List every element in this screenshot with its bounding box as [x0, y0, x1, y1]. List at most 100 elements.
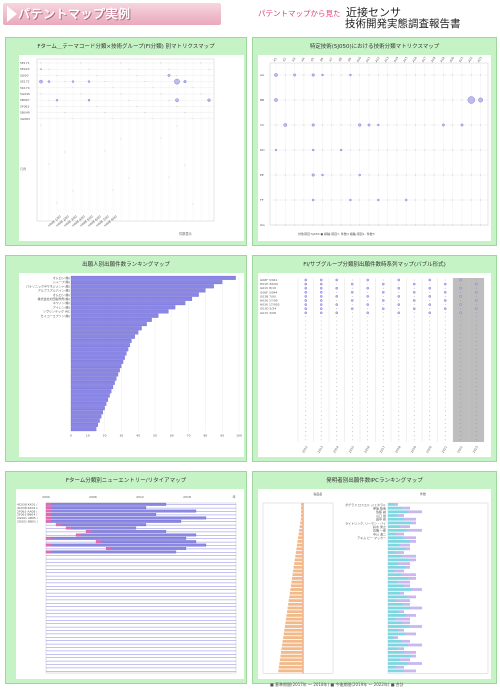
dot [112, 118, 114, 120]
dot [320, 357, 322, 359]
entry-mark [96, 540, 101, 543]
dot [284, 99, 286, 101]
dot [351, 316, 353, 318]
dot [72, 118, 74, 120]
dot [340, 99, 342, 101]
bar [388, 647, 397, 651]
dot [470, 124, 472, 126]
dot [475, 414, 477, 416]
bar-label: シャープ(株) [53, 279, 70, 284]
dot [320, 365, 322, 367]
dot [340, 124, 342, 126]
dot [413, 320, 415, 322]
dot [382, 382, 384, 383]
dot [320, 410, 322, 412]
dot [104, 150, 106, 152]
dot [413, 353, 415, 355]
bubble [443, 307, 447, 310]
dot [305, 410, 307, 412]
dot [405, 149, 407, 151]
year-label: 2018 [394, 445, 401, 454]
bar [291, 580, 303, 584]
entry-mark [46, 506, 51, 509]
dot [320, 378, 322, 379]
entry-mark [46, 550, 51, 554]
entry-mark [76, 533, 81, 537]
bar [70, 406, 105, 411]
dot [433, 99, 435, 101]
dot [96, 106, 98, 107]
dot [336, 337, 338, 338]
entry-mark [46, 509, 51, 513]
dot [320, 353, 322, 355]
dot [336, 332, 338, 334]
dot [351, 398, 353, 400]
dot [444, 324, 446, 326]
dot [429, 410, 431, 412]
dot [460, 283, 462, 285]
bar [70, 376, 117, 381]
dot [336, 300, 338, 301]
dot [429, 386, 431, 387]
dot [415, 174, 416, 176]
dot [413, 439, 415, 441]
dot [452, 224, 454, 226]
dot [475, 316, 477, 318]
bubble [443, 282, 447, 286]
bubble [366, 311, 370, 315]
x-tick: 50 [153, 433, 157, 437]
bubble [381, 282, 385, 286]
bubble [319, 311, 323, 315]
dot [351, 312, 353, 314]
bar [407, 595, 416, 599]
dot [475, 378, 477, 379]
dot [429, 382, 431, 383]
dot [40, 93, 42, 95]
dot [444, 369, 446, 371]
dot [461, 99, 463, 101]
dot [461, 74, 463, 76]
dot [56, 106, 58, 107]
bar [287, 610, 303, 614]
dot [382, 402, 384, 404]
year-label: 年 [232, 494, 235, 499]
bar [403, 602, 410, 606]
bar [402, 621, 410, 625]
dot [377, 224, 379, 226]
dot [351, 419, 353, 420]
dot [475, 439, 477, 441]
row-label: 2G001 BB01 / [17, 520, 39, 524]
dot [294, 124, 295, 126]
bar [388, 643, 408, 647]
dot [305, 332, 307, 334]
dot [475, 410, 477, 412]
ranking-chart: 0 10 20 30 40 50 60 70 80 90 100オムロン(株)シャープ(株)パナソニ… [26, 275, 242, 437]
bar [401, 573, 416, 577]
bubble [319, 286, 323, 290]
bar [388, 595, 407, 599]
row-label: 2F063 BB04 / [17, 513, 38, 517]
dot [320, 337, 322, 338]
dot [444, 337, 446, 338]
dot [444, 402, 446, 404]
bar [281, 647, 303, 651]
dot [415, 149, 416, 151]
bubble [474, 299, 478, 302]
bar [388, 669, 403, 673]
bar [70, 385, 114, 390]
dot [351, 431, 353, 433]
dot [415, 74, 416, 76]
dot [398, 345, 400, 346]
col-label: A4 [300, 57, 305, 63]
dot [398, 398, 400, 400]
dot [475, 312, 477, 314]
col-label: A20 [449, 56, 455, 63]
dot [413, 373, 415, 375]
dot [415, 199, 416, 201]
dot [415, 124, 416, 126]
dot [350, 124, 351, 126]
dot [387, 124, 388, 126]
row-label: H03K 17/955 [260, 303, 280, 307]
dot [387, 199, 388, 201]
right-header: 件数 [420, 491, 426, 496]
